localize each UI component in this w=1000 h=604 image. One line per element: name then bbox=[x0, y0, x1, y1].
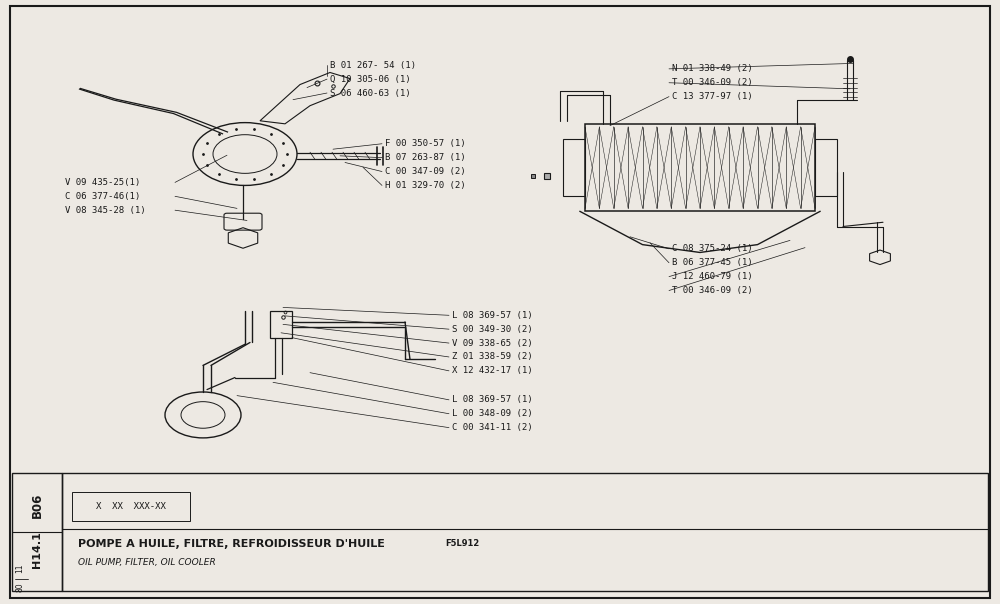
Bar bbox=[563, 139, 585, 196]
Text: L 08 369-57 (1): L 08 369-57 (1) bbox=[452, 311, 533, 320]
Text: L 00 348-09 (2): L 00 348-09 (2) bbox=[452, 410, 533, 418]
Text: C 13 377-97 (1): C 13 377-97 (1) bbox=[672, 92, 753, 101]
Text: B 01 267- 54 (1): B 01 267- 54 (1) bbox=[330, 61, 416, 69]
Text: V 08 345-28 (1): V 08 345-28 (1) bbox=[65, 206, 146, 214]
Text: B 06 377-45 (1): B 06 377-45 (1) bbox=[672, 259, 753, 267]
Text: Z 01 338-59 (2): Z 01 338-59 (2) bbox=[452, 353, 533, 361]
Text: L 08 369-57 (1): L 08 369-57 (1) bbox=[452, 396, 533, 404]
Text: X  XX  XXX-XX: X XX XXX-XX bbox=[96, 502, 166, 510]
Text: H14.1: H14.1 bbox=[32, 531, 42, 568]
Text: C 06 377-46(1): C 06 377-46(1) bbox=[65, 192, 140, 201]
Text: OIL PUMP, FILTER, OIL COOLER: OIL PUMP, FILTER, OIL COOLER bbox=[78, 559, 216, 567]
Text: N 01 338-49 (2): N 01 338-49 (2) bbox=[672, 65, 753, 73]
Text: T 00 346-09 (2): T 00 346-09 (2) bbox=[672, 286, 753, 295]
Text: J 12 460-79 (1): J 12 460-79 (1) bbox=[672, 272, 753, 281]
Text: F5L912: F5L912 bbox=[445, 539, 479, 548]
Text: S 06 460-63 (1): S 06 460-63 (1) bbox=[330, 89, 411, 97]
Bar bbox=[62, 473, 988, 591]
Bar bbox=[270, 311, 292, 338]
Text: X 12 432-17 (1): X 12 432-17 (1) bbox=[452, 367, 533, 375]
Text: 80: 80 bbox=[16, 582, 24, 592]
Text: C 00 341-11 (2): C 00 341-11 (2) bbox=[452, 423, 533, 432]
Text: T 00 346-09 (2): T 00 346-09 (2) bbox=[672, 79, 753, 87]
Text: Q 10 305-06 (1): Q 10 305-06 (1) bbox=[330, 75, 411, 83]
Bar bbox=[585, 124, 815, 211]
Text: V 09 435-25(1): V 09 435-25(1) bbox=[65, 178, 140, 187]
Text: F 00 350-57 (1): F 00 350-57 (1) bbox=[385, 140, 466, 148]
Text: B06: B06 bbox=[30, 493, 44, 518]
Text: 11: 11 bbox=[16, 563, 24, 573]
Text: B 07 263-87 (1): B 07 263-87 (1) bbox=[385, 153, 466, 162]
Text: POMPE A HUILE, FILTRE, REFROIDISSEUR D'HUILE: POMPE A HUILE, FILTRE, REFROIDISSEUR D'H… bbox=[78, 539, 385, 548]
Bar bbox=[815, 139, 837, 196]
Text: C 00 347-09 (2): C 00 347-09 (2) bbox=[385, 167, 466, 176]
Text: H 01 329-70 (2): H 01 329-70 (2) bbox=[385, 181, 466, 190]
Bar bbox=[12, 473, 62, 591]
Text: S 00 349-30 (2): S 00 349-30 (2) bbox=[452, 325, 533, 333]
Text: C 08 375-24 (1): C 08 375-24 (1) bbox=[672, 245, 753, 253]
Text: V 09 338-65 (2): V 09 338-65 (2) bbox=[452, 339, 533, 347]
Bar bbox=[72, 492, 190, 521]
